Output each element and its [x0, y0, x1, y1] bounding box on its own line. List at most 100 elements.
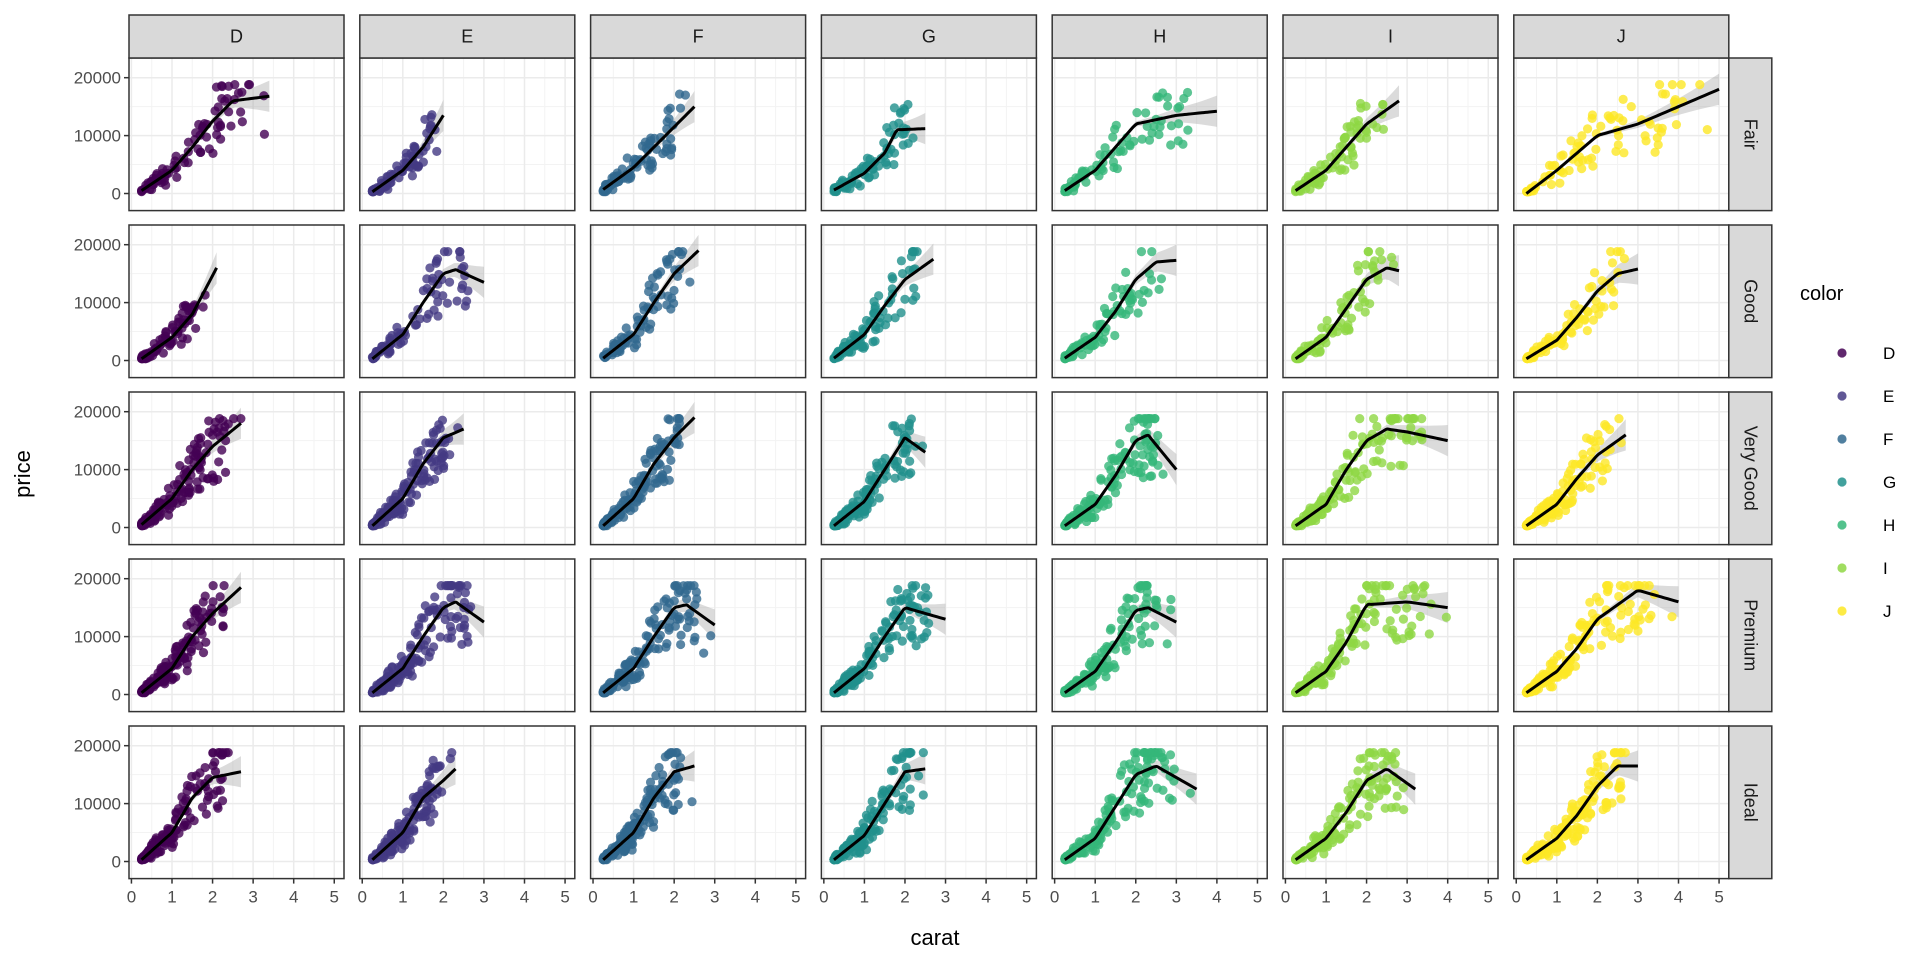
data-point — [1133, 308, 1142, 317]
data-point — [1586, 435, 1595, 444]
data-point — [668, 748, 677, 757]
data-point — [425, 438, 434, 447]
data-point — [174, 804, 183, 813]
data-point — [437, 453, 446, 462]
data-point — [422, 314, 431, 323]
data-point — [445, 450, 454, 459]
data-point — [1588, 110, 1597, 119]
data-point — [1166, 595, 1175, 604]
data-point — [871, 302, 880, 311]
data-point — [1600, 420, 1609, 429]
data-point — [1358, 294, 1367, 303]
facet-label-H: H — [1153, 27, 1166, 47]
data-point — [425, 263, 434, 272]
data-point — [911, 292, 920, 301]
data-point — [868, 337, 877, 346]
data-point — [1104, 462, 1113, 471]
data-point — [213, 427, 222, 436]
data-point — [1336, 634, 1345, 643]
data-point — [875, 493, 884, 502]
data-point — [1138, 450, 1147, 459]
data-point — [1137, 135, 1146, 144]
x-tick-label: 5 — [560, 888, 569, 907]
data-point — [226, 121, 235, 130]
data-point — [1132, 108, 1141, 117]
data-point — [1398, 634, 1407, 643]
data-point — [662, 639, 671, 648]
data-point — [429, 642, 438, 651]
data-point — [1388, 626, 1397, 635]
data-point — [706, 631, 715, 640]
facet-panel-G-premium — [821, 559, 1036, 712]
data-point — [1152, 596, 1161, 605]
data-point — [653, 270, 662, 279]
data-point — [1183, 125, 1192, 134]
data-point — [184, 138, 193, 147]
facet-label-good: Good — [1740, 279, 1760, 323]
data-point — [670, 596, 679, 605]
data-point — [1590, 268, 1599, 277]
data-point — [436, 761, 445, 770]
data-point — [646, 618, 655, 627]
x-tick-label: 1 — [629, 888, 638, 907]
facet-panel-F-premium — [591, 559, 806, 712]
x-tick-label: 4 — [289, 888, 298, 907]
data-point — [1614, 592, 1623, 601]
data-point — [216, 786, 225, 795]
x-tick-label: 4 — [981, 888, 990, 907]
data-point — [1547, 180, 1556, 189]
data-point — [919, 790, 928, 799]
data-point — [658, 471, 667, 480]
panel-background — [821, 392, 1036, 545]
facet-label-J: J — [1617, 27, 1626, 47]
x-tick-label: 1 — [398, 888, 407, 907]
data-point — [1137, 247, 1146, 256]
data-point — [1384, 430, 1393, 439]
data-point — [1626, 600, 1635, 609]
data-point — [905, 426, 914, 435]
data-point — [1556, 151, 1565, 160]
data-point — [683, 623, 692, 632]
data-point — [1168, 796, 1177, 805]
data-point — [1606, 623, 1615, 632]
data-point — [441, 615, 450, 624]
data-point — [205, 144, 214, 153]
data-point — [1402, 603, 1411, 612]
data-point — [650, 282, 659, 291]
x-tick-label: 4 — [751, 888, 760, 907]
data-point — [196, 465, 205, 474]
data-point — [214, 457, 223, 466]
data-point — [872, 459, 881, 468]
data-point — [1555, 179, 1564, 188]
data-point — [1605, 113, 1614, 122]
data-point — [1399, 615, 1408, 624]
panel-background — [591, 58, 806, 211]
data-point — [900, 295, 909, 304]
facet-panel-I-fair: I — [1283, 15, 1498, 211]
data-point — [1630, 581, 1639, 590]
data-point — [1425, 629, 1434, 638]
data-point — [218, 82, 227, 91]
data-point — [666, 456, 675, 465]
data-point — [180, 821, 189, 830]
facet-label-D: D — [230, 27, 243, 47]
data-point — [1153, 431, 1162, 440]
data-point — [458, 281, 467, 290]
y-tick-label: 0 — [112, 352, 121, 371]
data-point — [888, 632, 897, 641]
data-point — [238, 117, 247, 126]
data-point — [1391, 414, 1400, 423]
data-point — [649, 817, 658, 826]
data-point — [460, 624, 469, 633]
data-point — [414, 623, 423, 632]
data-point — [209, 581, 218, 590]
data-point — [426, 817, 435, 826]
data-point — [651, 644, 660, 653]
data-point — [1157, 274, 1166, 283]
data-point — [1155, 122, 1164, 131]
y-tick-label: 10000 — [74, 628, 121, 647]
